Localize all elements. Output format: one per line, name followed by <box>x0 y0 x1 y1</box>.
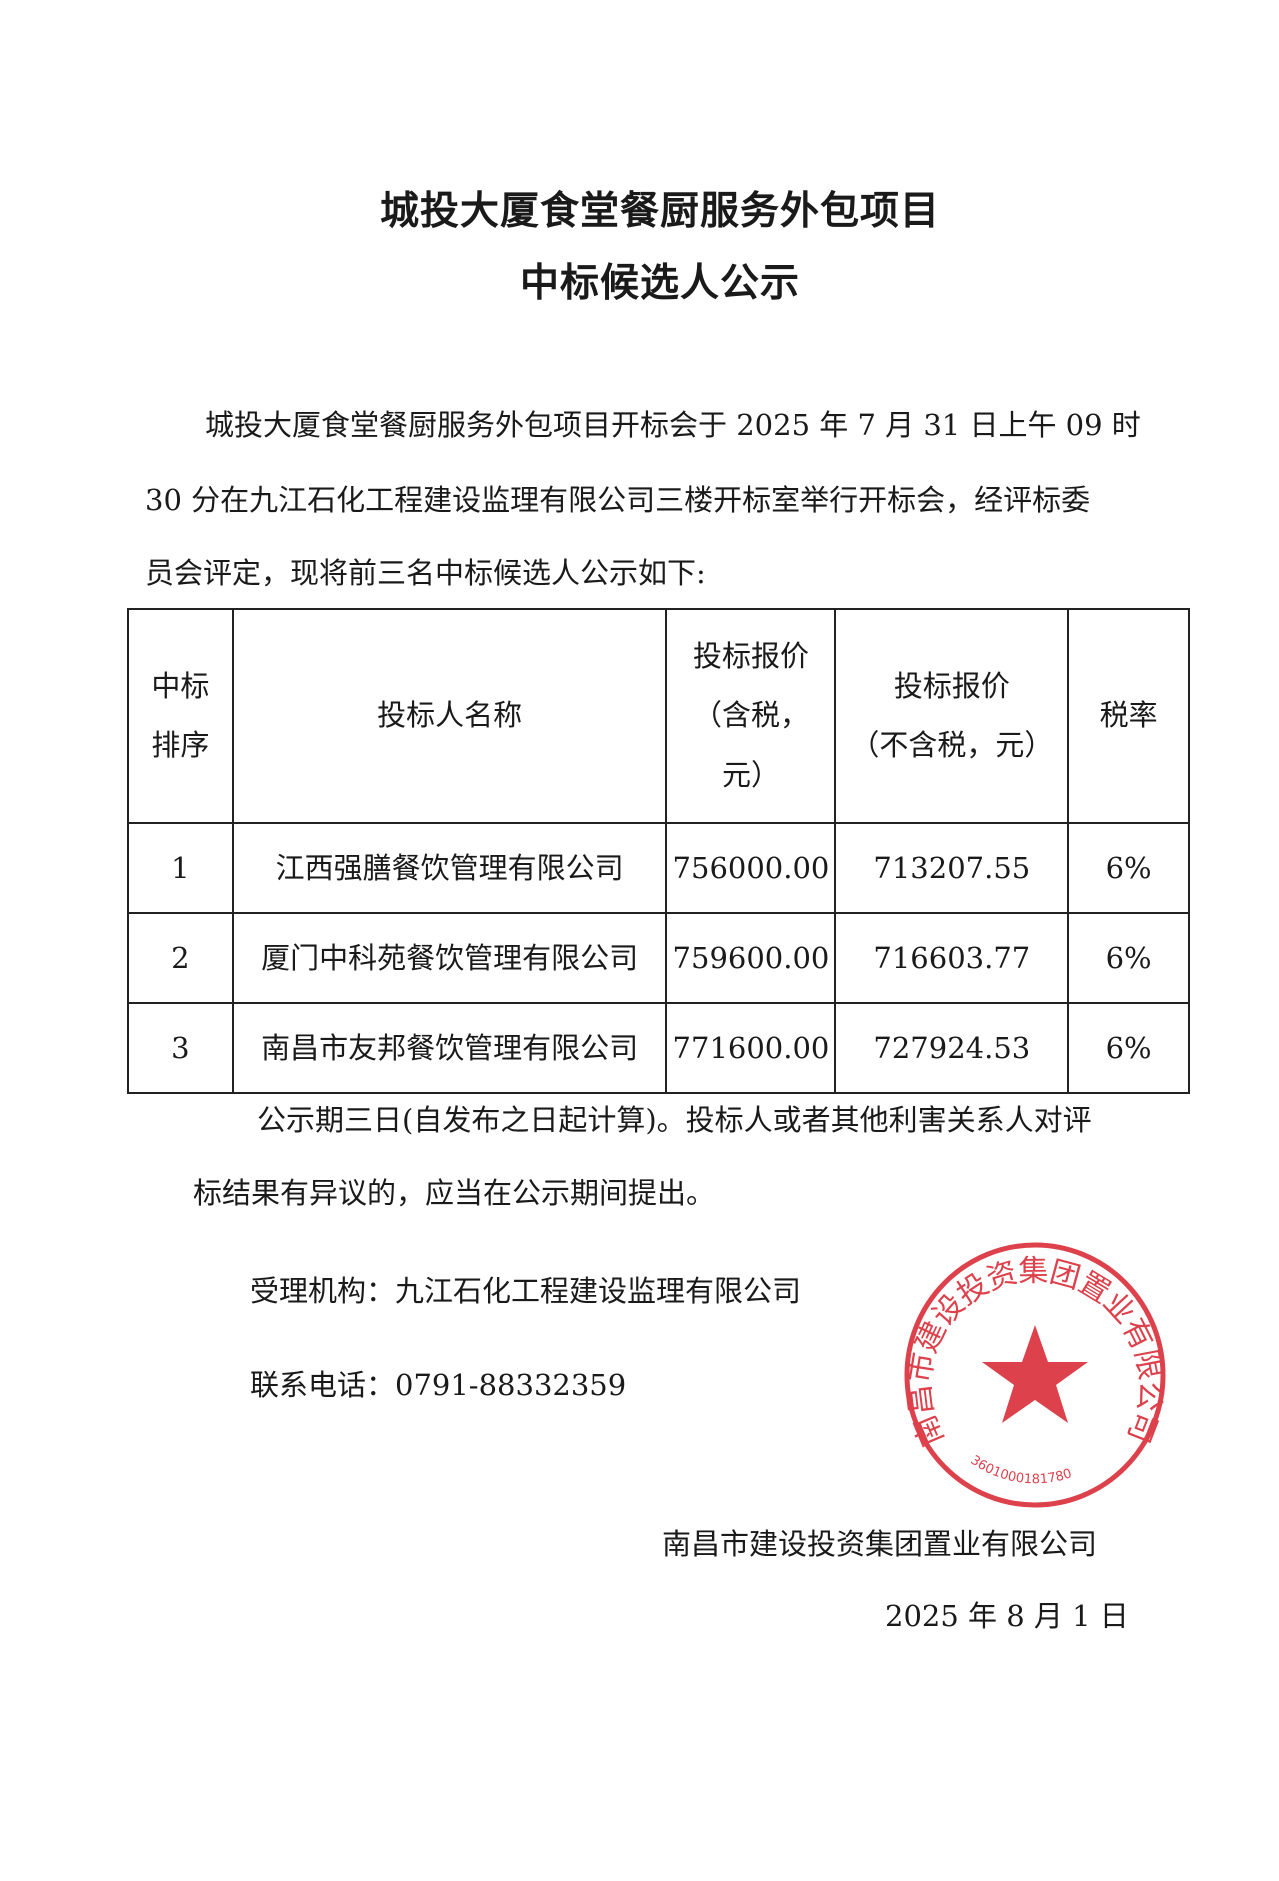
header-rank-line-2: 排序 <box>151 728 210 762</box>
title-line-2: 中标候选人公示 <box>519 261 800 306</box>
header-price-tax-line-2: （含税， <box>692 698 809 733</box>
intro-line-3: 员会评定，现将前三名中标候选人公示如下: <box>145 556 706 590</box>
header-rank-line-1: 中标 <box>151 668 210 703</box>
header-name: 投标人名称 <box>231 608 668 824</box>
header-price-tax-line-1: 投标报价 <box>692 638 809 673</box>
header-price-tax-line-3: 元） <box>721 757 780 792</box>
official-seal: 南昌市建设投资集团置业有限公司 3601000181780 <box>902 1242 1168 1508</box>
seal-code: 3601000181780 <box>968 1453 1074 1487</box>
cell-rate: 6% <box>1067 912 1190 1004</box>
cell-rank: 2 <box>127 912 234 1004</box>
cell-rate: 6% <box>1067 822 1190 914</box>
header-rank: 中标 排序 <box>127 608 234 824</box>
header-price-notax-line-2: （不含税，元） <box>850 728 1054 762</box>
table-row: 3 南昌市友邦餐饮管理有限公司 771600.00 727924.53 6% <box>127 1002 1190 1094</box>
cell-name: 厦门中科苑餐饮管理有限公司 <box>231 912 668 1004</box>
header-price-notax-line-1: 投标报价 <box>893 668 1010 703</box>
title-line-1: 城投大厦食堂餐厨服务外包项目 <box>379 189 940 234</box>
notice-line-2: 标结果有异议的，应当在公示期间提出。 <box>193 1176 716 1210</box>
cell-price-notax: 727924.53 <box>834 1002 1070 1094</box>
cell-rank: 1 <box>127 822 234 914</box>
intro-line-2: 30 分在九江石化工程建设监理有限公司三楼开标室举行开标会，经评标委 <box>145 483 1091 517</box>
header-rate: 税率 <box>1067 608 1190 824</box>
header-price-tax: 投标报价 （含税， 元） <box>665 608 837 824</box>
table-row: 1 江西强膳餐饮管理有限公司 756000.00 713207.55 6% <box>127 822 1190 914</box>
notice-line-1: 公示期三日(自发布之日起计算)。投标人或者其他利害关系人对评 <box>257 1103 1092 1137</box>
cell-name: 江西强膳餐饮管理有限公司 <box>231 822 668 914</box>
table-row: 2 厦门中科苑餐饮管理有限公司 759600.00 716603.77 6% <box>127 912 1190 1004</box>
cell-rank: 3 <box>127 1002 234 1094</box>
intro-line-1: 城投大厦食堂餐厨服务外包项目开标会于 2025 年 7 月 31 日上午 09 … <box>205 408 1141 442</box>
star-icon <box>982 1325 1088 1423</box>
cell-name: 南昌市友邦餐饮管理有限公司 <box>231 1002 668 1094</box>
cell-rate: 6% <box>1067 1002 1190 1094</box>
agency: 受理机构：九江石化工程建设监理有限公司 <box>250 1274 802 1308</box>
signature-company: 南昌市建设投资集团置业有限公司 <box>662 1527 1098 1561</box>
signature-date: 2025 年 8 月 1 日 <box>885 1599 1129 1633</box>
candidates-table: 中标排序 投标人名称 投标报价 （含税， 元） 投标报价 （不含税，元） 税率 1 江… <box>127 608 1190 1094</box>
header-price-notax: 投标报价 （不含税，元） <box>834 608 1070 824</box>
cell-price-tax: 759600.00 <box>665 912 837 1004</box>
table-header-row: 中标排序 投标人名称 投标报价 （含税， 元） 投标报价 （不含税，元） 税率 <box>127 608 1190 824</box>
cell-price-notax: 713207.55 <box>834 822 1070 914</box>
cell-price-tax: 771600.00 <box>665 1002 837 1094</box>
cell-price-notax: 716603.77 <box>834 912 1070 1004</box>
phone: 联系电话：0791-88332359 <box>250 1368 627 1402</box>
cell-price-tax: 756000.00 <box>665 822 837 914</box>
seal-ring <box>904 1242 1166 1508</box>
